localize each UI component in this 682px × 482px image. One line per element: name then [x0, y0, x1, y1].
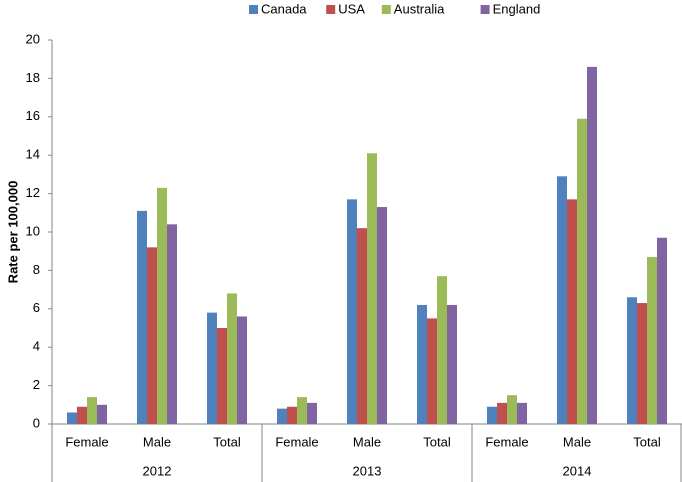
bar [217, 328, 227, 424]
bar [557, 176, 567, 424]
bar [577, 118, 587, 424]
bar [567, 199, 577, 424]
bar [97, 404, 107, 424]
bar [497, 402, 507, 424]
bar [657, 237, 667, 424]
x-tick-label: Male [563, 434, 591, 449]
group-label: 2014 [563, 463, 592, 478]
bar [627, 297, 637, 424]
legend-swatch [326, 5, 336, 14]
bar [447, 304, 457, 424]
bar [307, 402, 317, 424]
y-tick-label: 2 [33, 377, 40, 392]
bar [417, 304, 427, 424]
y-tick-label: 18 [26, 70, 40, 85]
bar [367, 153, 377, 424]
legend-label: Australia [394, 1, 445, 16]
bar [287, 406, 297, 424]
legend-swatch [480, 5, 490, 14]
bar [517, 402, 527, 424]
x-tick-label: Total [213, 434, 241, 449]
bar [507, 395, 517, 424]
bar [427, 318, 437, 424]
y-tick-label: 12 [26, 185, 40, 200]
y-tick-label: 20 [26, 31, 40, 46]
bar [647, 256, 657, 424]
bar [347, 199, 357, 424]
bar [587, 66, 597, 424]
bar [637, 303, 647, 424]
bar [487, 406, 497, 424]
bar [137, 210, 147, 424]
x-tick-label: Total [423, 434, 451, 449]
bar [87, 397, 97, 424]
bar [77, 406, 87, 424]
y-tick-label: 10 [26, 223, 40, 238]
x-tick-label: Female [485, 434, 528, 449]
bar [357, 228, 367, 424]
bar [277, 408, 287, 424]
legend-swatch [381, 5, 391, 14]
bar [157, 187, 167, 424]
group-label: 2013 [353, 463, 382, 478]
bar [297, 397, 307, 424]
legend-label: Canada [261, 1, 307, 16]
y-tick-label: 4 [33, 339, 40, 354]
group-label: 2012 [143, 463, 172, 478]
y-tick-label: 0 [33, 415, 40, 430]
bar [237, 316, 247, 424]
x-tick-label: Male [143, 434, 171, 449]
x-tick-label: Female [275, 434, 318, 449]
y-tick-label: 14 [26, 147, 40, 162]
y-tick-label: 8 [33, 262, 40, 277]
bar [167, 224, 177, 424]
y-tick-label: 16 [26, 108, 40, 123]
x-tick-label: Total [633, 434, 661, 449]
bar [437, 276, 447, 424]
x-tick-label: Male [353, 434, 381, 449]
bar [207, 312, 217, 424]
x-tick-label: Female [65, 434, 108, 449]
legend-label: USA [338, 1, 365, 16]
legend-label: England [493, 1, 541, 16]
bar [227, 293, 237, 424]
legend-swatch [249, 5, 258, 14]
y-axis-label: Rate per 100,000 [5, 181, 20, 284]
bar [67, 412, 77, 424]
y-tick-label: 6 [33, 300, 40, 315]
bar [147, 247, 157, 424]
bar [377, 207, 387, 424]
